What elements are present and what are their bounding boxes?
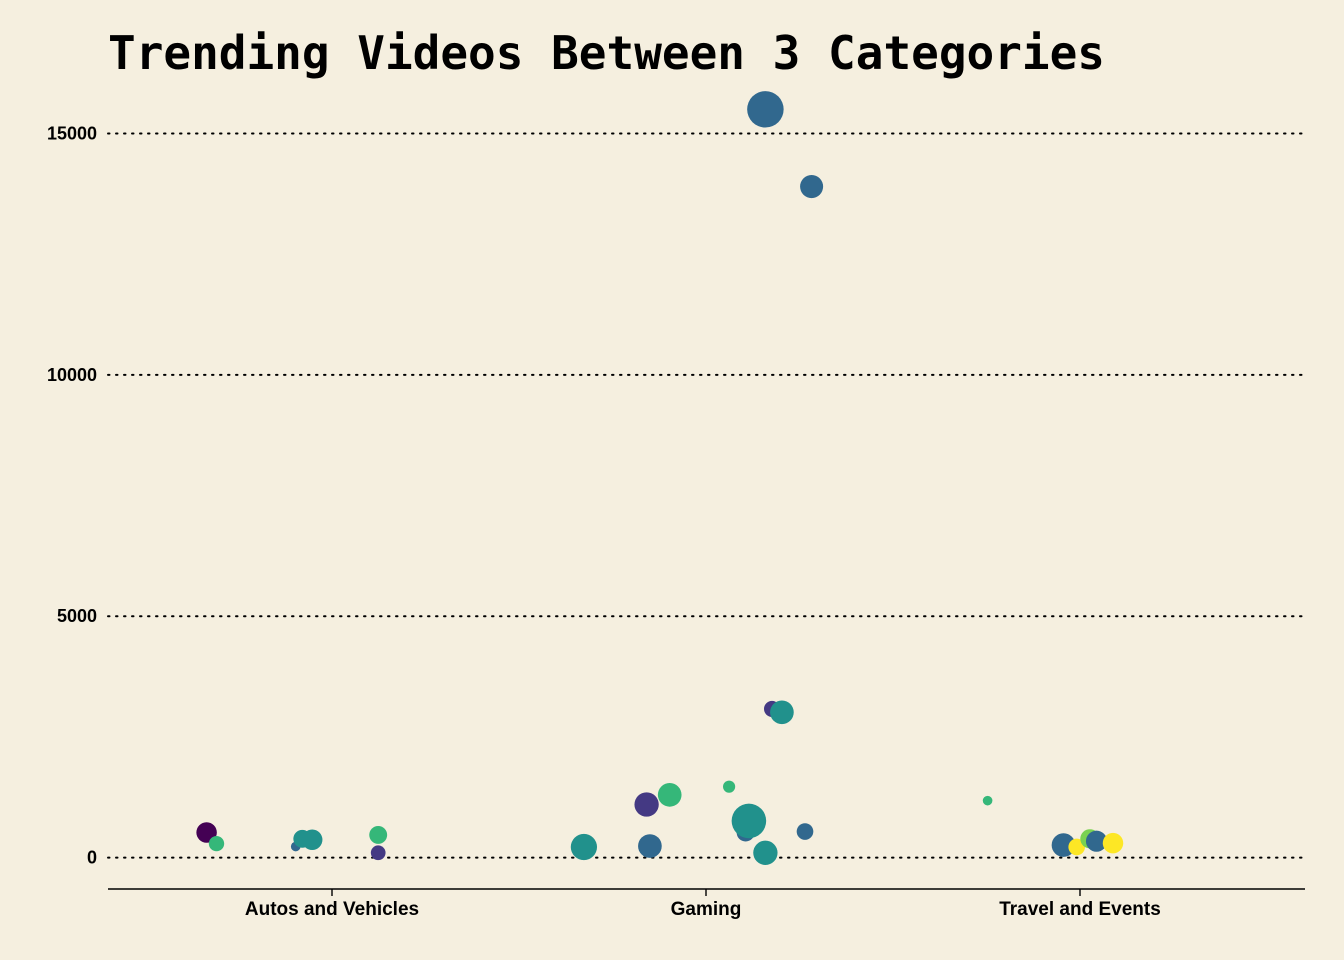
chart-title: Trending Videos Between 3 Categories bbox=[108, 26, 1105, 80]
data-point bbox=[800, 175, 824, 199]
data-point bbox=[796, 823, 814, 840]
point-layer bbox=[196, 91, 1124, 865]
y-tick-label: 5000 bbox=[57, 606, 97, 626]
data-point bbox=[770, 700, 794, 725]
data-point bbox=[657, 783, 682, 807]
data-point bbox=[634, 792, 659, 817]
x-tick-label: Gaming bbox=[671, 899, 742, 920]
data-point bbox=[982, 795, 993, 806]
data-point bbox=[369, 825, 388, 844]
data-point bbox=[1085, 830, 1108, 852]
data-point bbox=[570, 833, 598, 861]
data-point bbox=[723, 780, 736, 793]
data-point bbox=[1102, 832, 1124, 854]
data-point bbox=[753, 840, 778, 865]
x-tick-label: Travel and Events bbox=[999, 899, 1161, 920]
x-tick-label: Autos and Vehicles bbox=[245, 899, 419, 920]
data-point bbox=[208, 835, 225, 852]
data-point bbox=[1068, 838, 1086, 856]
y-tick-label: 0 bbox=[87, 848, 97, 868]
data-point bbox=[301, 829, 323, 850]
y-tick-label: 10000 bbox=[47, 365, 97, 385]
data-point bbox=[731, 803, 767, 839]
data-point bbox=[747, 91, 784, 128]
axis-layer: 0 5000 10000 15000 Autos and Vehicles Gaming T… bbox=[47, 123, 1305, 920]
data-point bbox=[638, 834, 662, 858]
grid-layer bbox=[107, 132, 1306, 859]
data-point bbox=[370, 845, 386, 861]
y-tick-label: 15000 bbox=[47, 123, 97, 143]
